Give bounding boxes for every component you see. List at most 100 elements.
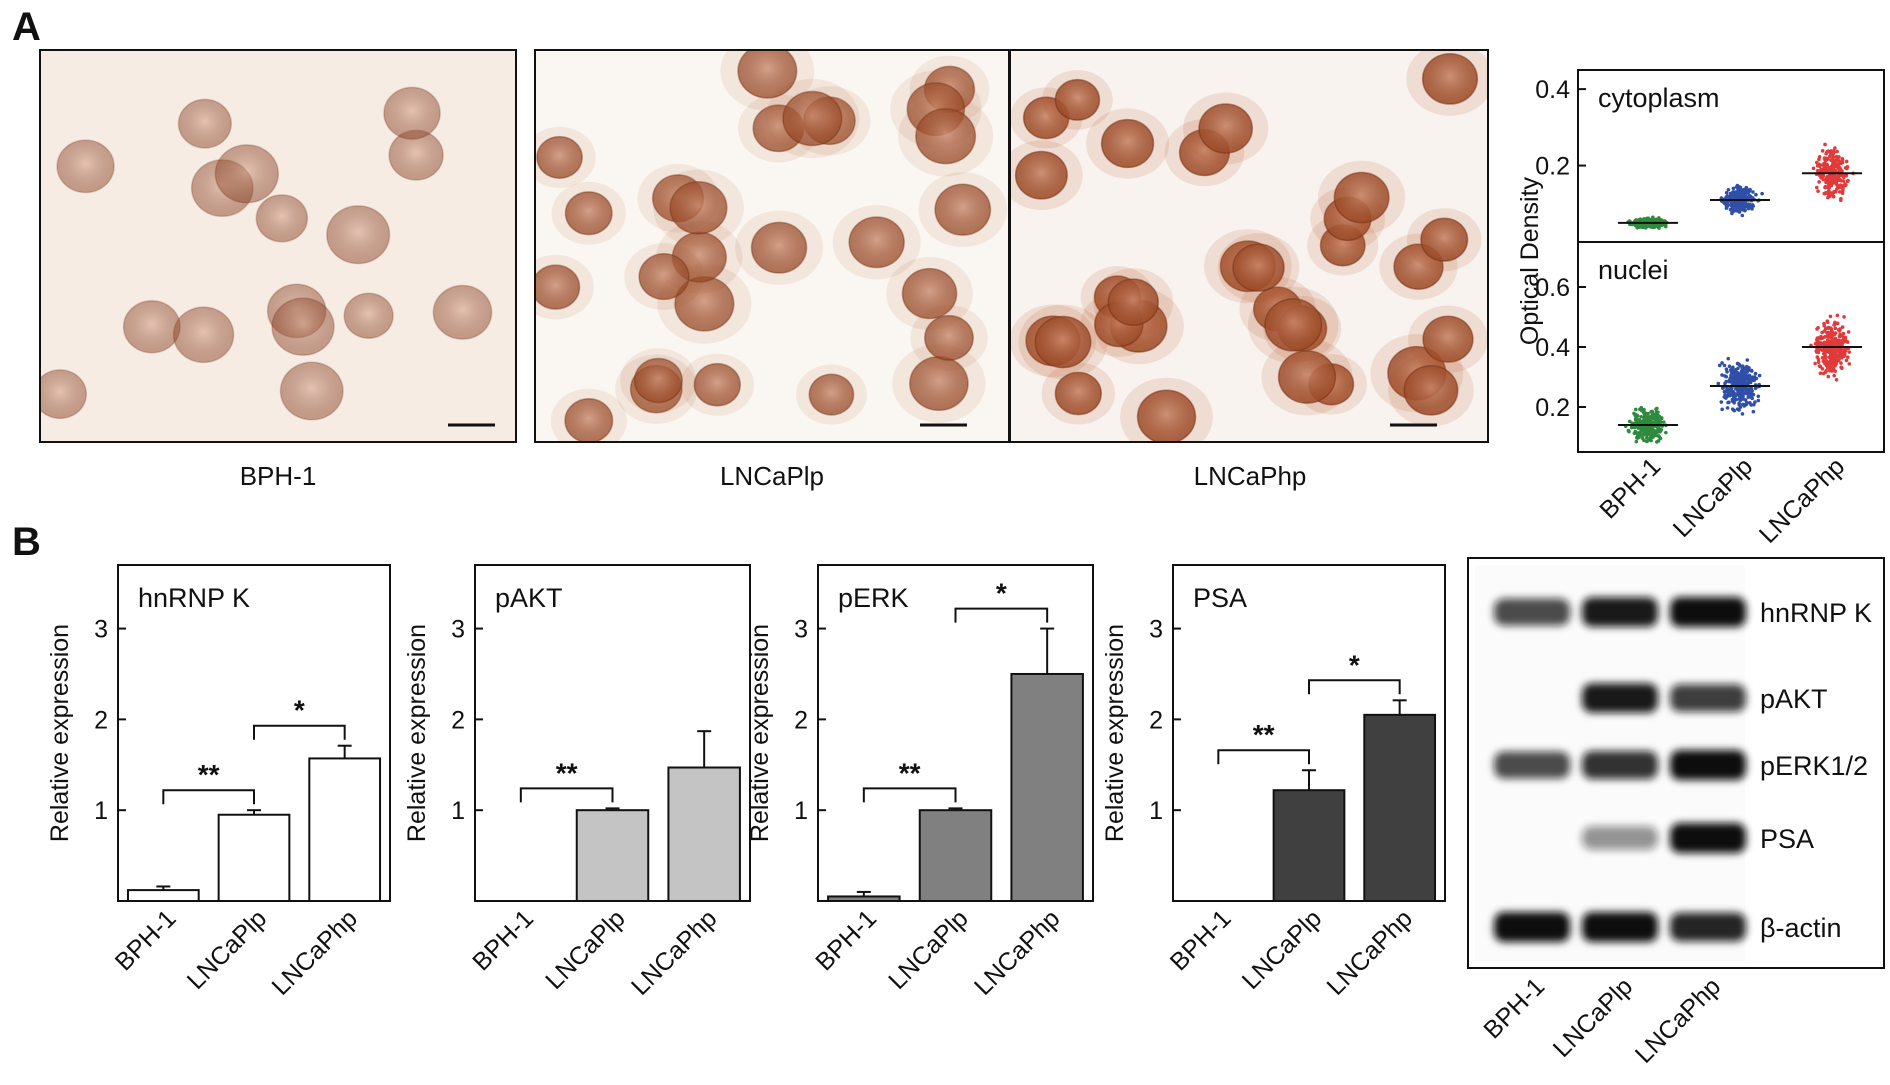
blot-band bbox=[1670, 684, 1746, 712]
od-point bbox=[1736, 201, 1740, 206]
od-point bbox=[1824, 369, 1828, 373]
cell-nucleus-shading bbox=[123, 300, 181, 353]
cell-nucleus-shading bbox=[694, 363, 741, 406]
od-point bbox=[1814, 185, 1819, 190]
od-point bbox=[1734, 185, 1739, 189]
od-point bbox=[1746, 379, 1751, 383]
bar-chart-title: hnRNP K bbox=[138, 583, 250, 613]
blot-band bbox=[1670, 823, 1746, 853]
bar-chart-perk: pERK Relative expression 1 2 3 BPH-1 LNCaPlpLN… bbox=[746, 564, 1094, 1001]
y-tick-label: 2 bbox=[794, 706, 808, 734]
panel-label-b: B bbox=[12, 520, 41, 564]
significance-label: ** bbox=[556, 757, 578, 788]
od-point bbox=[1751, 402, 1756, 407]
blot-band bbox=[1582, 826, 1658, 850]
blot-band bbox=[1582, 912, 1658, 942]
od-point bbox=[1749, 393, 1754, 398]
cell-nucleus-shading bbox=[849, 216, 905, 268]
od-point bbox=[1832, 323, 1836, 327]
od-point bbox=[1655, 417, 1659, 422]
od-point bbox=[1724, 395, 1728, 399]
od-point bbox=[1824, 191, 1828, 195]
bar bbox=[1272, 789, 1346, 903]
od-point bbox=[1750, 396, 1754, 401]
od-point bbox=[1639, 414, 1643, 419]
od-point bbox=[1749, 368, 1754, 373]
od-point bbox=[1653, 414, 1657, 419]
od-point bbox=[1823, 355, 1828, 360]
bar-chart-title: PSA bbox=[1193, 583, 1247, 613]
y-tick-label: 3 bbox=[1149, 616, 1163, 644]
y-tick-label: 3 bbox=[794, 616, 808, 644]
od-point bbox=[1839, 196, 1843, 201]
od-point bbox=[1833, 361, 1837, 365]
od-point bbox=[1725, 205, 1729, 209]
od-point bbox=[1664, 430, 1668, 435]
od-point bbox=[1817, 155, 1822, 159]
cell-nucleus-shading bbox=[935, 184, 991, 236]
cell-nucleus-shading bbox=[902, 268, 957, 319]
od-point bbox=[1735, 361, 1740, 366]
cell-nucleus-shading bbox=[565, 398, 613, 442]
od-point bbox=[1642, 438, 1646, 443]
od-point bbox=[1717, 363, 1722, 368]
bar-y-axis-title: Relative expression bbox=[403, 624, 431, 842]
od-point bbox=[1740, 364, 1745, 368]
od-point bbox=[1642, 223, 1647, 227]
od-point bbox=[1845, 179, 1850, 184]
od-point bbox=[1737, 408, 1741, 412]
significance-bracket bbox=[519, 787, 614, 803]
cell-nucleus-shading bbox=[1264, 298, 1322, 351]
od-point bbox=[1738, 185, 1743, 190]
cell-nucleus-shading bbox=[1055, 372, 1102, 415]
od-point bbox=[1816, 339, 1820, 344]
od-point bbox=[1828, 368, 1833, 372]
od-point bbox=[1725, 386, 1730, 391]
od-point bbox=[1838, 332, 1842, 337]
od-point bbox=[1840, 366, 1844, 371]
od-point bbox=[1720, 373, 1724, 377]
significance-bracket bbox=[1308, 679, 1401, 695]
bar-x-tick-label: LNCaPhp bbox=[266, 904, 362, 1000]
od-point bbox=[1733, 203, 1737, 207]
cell-nucleus-shading bbox=[1423, 316, 1473, 363]
od-point bbox=[1648, 430, 1653, 434]
cell-nucleus-shading bbox=[738, 50, 797, 98]
od-point bbox=[1817, 180, 1821, 184]
od-point bbox=[1731, 398, 1736, 402]
nuclei-plot-title: nuclei bbox=[1598, 255, 1669, 285]
od-point bbox=[1737, 394, 1742, 399]
od-point bbox=[1633, 407, 1638, 412]
significance-label: ** bbox=[899, 757, 921, 788]
bar bbox=[667, 766, 741, 903]
panel-label-a: A bbox=[12, 5, 41, 49]
cell-nucleus-shading bbox=[1137, 390, 1196, 442]
od-point bbox=[1726, 400, 1730, 405]
bar bbox=[827, 895, 901, 903]
od-point bbox=[1645, 419, 1649, 423]
y-tick-label: 3 bbox=[451, 616, 465, 644]
od-point bbox=[1741, 402, 1746, 407]
od-point bbox=[1820, 330, 1824, 335]
od-point bbox=[1816, 325, 1820, 330]
bar-chart-title: pERK bbox=[838, 583, 909, 613]
od-point bbox=[1823, 347, 1827, 352]
micrograph-caption-lncaplp: LNCaPlp bbox=[720, 461, 824, 491]
y-tick-label: 2 bbox=[94, 706, 108, 734]
bar-x-tick-label: LNCaPlp bbox=[182, 904, 273, 995]
micrograph-bph1-frame bbox=[39, 49, 517, 443]
od-point bbox=[1822, 321, 1826, 326]
od-point bbox=[1756, 394, 1761, 399]
cell-nucleus-shading bbox=[1422, 53, 1478, 105]
od-point bbox=[1729, 373, 1733, 378]
od-point bbox=[1728, 207, 1733, 212]
od-point bbox=[1834, 377, 1839, 382]
od-point bbox=[1826, 195, 1830, 200]
bar bbox=[1363, 713, 1437, 902]
od-point bbox=[1736, 366, 1740, 371]
od-point bbox=[1842, 315, 1846, 319]
od-point bbox=[1654, 410, 1659, 414]
od-point bbox=[1731, 186, 1736, 191]
cell-nucleus-shading bbox=[782, 91, 842, 146]
